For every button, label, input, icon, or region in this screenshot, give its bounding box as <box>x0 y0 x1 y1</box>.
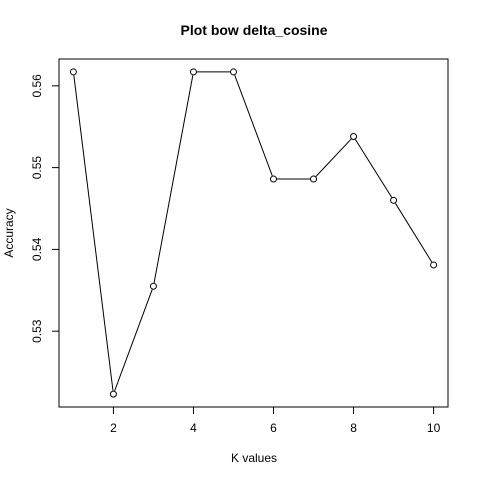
data-point <box>430 261 438 269</box>
x-tick-label: 6 <box>270 421 277 435</box>
data-point <box>310 175 318 183</box>
x-tick-label: 10 <box>427 421 441 435</box>
data-point <box>270 175 278 183</box>
plot-frame <box>58 58 449 408</box>
data-point <box>109 390 117 398</box>
series-line <box>73 71 433 392</box>
data-point <box>350 133 358 141</box>
y-tick-label: 0.54 <box>30 237 44 261</box>
data-points <box>69 68 438 398</box>
data-point <box>189 68 197 76</box>
x-axis: 2 4 6 8 10 <box>110 407 441 435</box>
data-point <box>149 282 157 290</box>
data-point <box>229 68 237 76</box>
x-tick-label: 2 <box>110 421 117 435</box>
data-point <box>69 68 77 76</box>
data-point <box>390 196 398 204</box>
x-tick-label: 4 <box>190 421 197 435</box>
chart-title: Plot bow delta_cosine <box>180 22 327 38</box>
y-axis-label: Accuracy <box>2 208 16 257</box>
y-tick-label: 0.53 <box>30 319 44 343</box>
y-tick-label: 0.55 <box>30 156 44 180</box>
y-axis: 0.53 0.54 0.55 0.56 <box>30 74 59 343</box>
y-tick-label: 0.56 <box>30 74 44 98</box>
x-axis-label: K values <box>231 451 277 465</box>
x-tick-label: 8 <box>350 421 357 435</box>
